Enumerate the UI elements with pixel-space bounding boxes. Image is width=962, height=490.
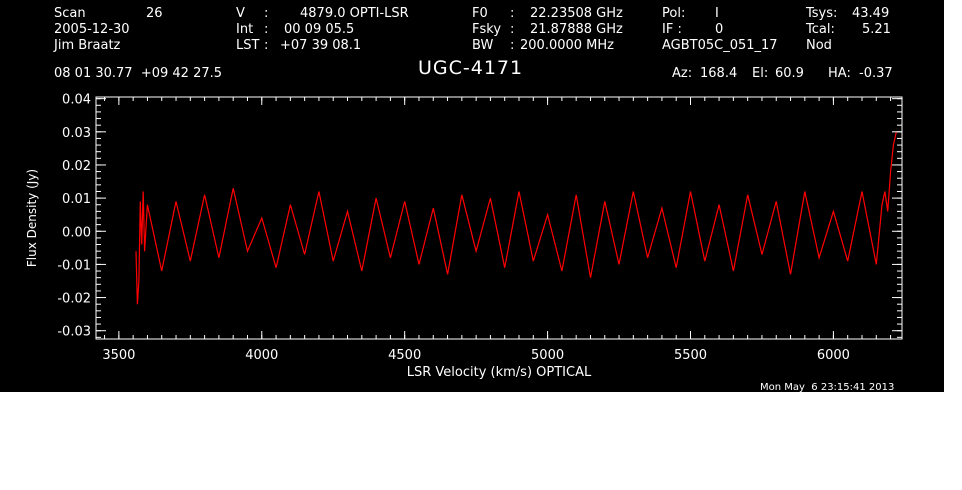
footer-timestamp: Mon May 6 23:15:41 2013	[760, 382, 895, 393]
integration-value: 00 09 05.5	[284, 22, 355, 37]
sky-frequency-label: Fsky	[472, 22, 502, 37]
velocity-label: V	[236, 6, 245, 21]
spectrum-chart: 3500 4000 4500 5000 5500 6000 -0.03 -0.02 -0.01 0…	[25, 93, 903, 380]
azimuth-label: Az:	[672, 66, 693, 81]
scan-label: Scan	[54, 6, 86, 21]
lst-value: +07 39 08.1	[280, 38, 362, 53]
x-tick-label: 6000	[817, 348, 850, 363]
integration-label: Int	[236, 22, 254, 37]
spectrum-series-group	[135, 131, 897, 305]
x-tick-label: 5500	[674, 348, 707, 363]
y-tick-label: 0.04	[62, 93, 91, 108]
sky-frequency-value: 21.87888 GHz	[530, 22, 623, 37]
y-tick-label: 0.03	[62, 126, 91, 141]
y-tick-label: 0.00	[62, 225, 91, 240]
hour-angle-value: -0.37	[859, 66, 893, 81]
axis-tick-labels: 3500 4000 4500 5000 5500 6000 -0.03 -0.02 -0.01 0…	[57, 93, 850, 363]
hour-angle-label: HA:	[828, 66, 851, 81]
lst-separator: :	[264, 38, 269, 53]
tsys-label: Tsys:	[806, 6, 838, 21]
bandwidth-value: 200.0000 MHz	[520, 38, 614, 53]
plot-panel: Scan 26 V : 4879.0 OPTI-LSR F0 : 22.2350…	[0, 0, 944, 393]
y-axis-label: Flux Density (Jy)	[25, 169, 39, 267]
polarization-label: Pol:	[662, 6, 686, 21]
tcal-label: Tcal:	[806, 22, 835, 37]
x-tick-label: 3500	[102, 348, 135, 363]
velocity-value: 4879.0 OPTI-LSR	[300, 6, 409, 21]
x-tick-label: 5000	[531, 348, 564, 363]
tsys-value: 43.49	[852, 6, 890, 21]
y-tick-label: 0.02	[62, 159, 91, 174]
sky-frequency-separator: :	[510, 22, 515, 37]
spectrum-line	[135, 131, 897, 305]
elevation-label: El:	[752, 66, 769, 81]
axis-ticks	[96, 97, 902, 339]
y-tick-label: -0.02	[57, 292, 91, 307]
integration-separator: :	[264, 22, 269, 37]
observing-mode: Nod	[806, 38, 832, 53]
velocity-separator: :	[264, 6, 269, 21]
if-label: IF :	[662, 22, 682, 37]
rest-frequency-label: F0	[472, 6, 488, 21]
y-tick-label: 0.01	[62, 192, 91, 207]
source-coordinates: 08 01 30.77 +09 42 27.5	[54, 66, 223, 81]
observer-name: Jim Braatz	[54, 38, 121, 53]
source-name: UGC-4171	[418, 57, 524, 79]
observation-date: 2005-12-30	[54, 22, 130, 37]
lst-label: LST	[236, 38, 260, 53]
x-tick-label: 4000	[245, 348, 278, 363]
scan-value: 26	[146, 6, 163, 21]
bandwidth-separator: :	[510, 38, 515, 53]
azimuth-value: 168.4	[700, 66, 738, 81]
rest-frequency-separator: :	[510, 6, 515, 21]
elevation-value: 60.9	[775, 66, 804, 81]
if-value: 0	[715, 22, 724, 37]
rest-frequency-value: 22.23508 GHz	[530, 6, 623, 21]
plot-frame	[95, 96, 903, 340]
project-id: AGBT05C_051_17	[662, 38, 778, 53]
bandwidth-label: BW	[472, 38, 494, 53]
tcal-value: 5.21	[862, 22, 891, 37]
x-axis-label: LSR Velocity (km/s) OPTICAL	[407, 365, 592, 380]
x-tick-label: 4500	[388, 348, 421, 363]
polarization-value: I	[715, 6, 719, 21]
y-tick-label: -0.03	[57, 325, 91, 340]
y-tick-label: -0.01	[57, 258, 91, 273]
